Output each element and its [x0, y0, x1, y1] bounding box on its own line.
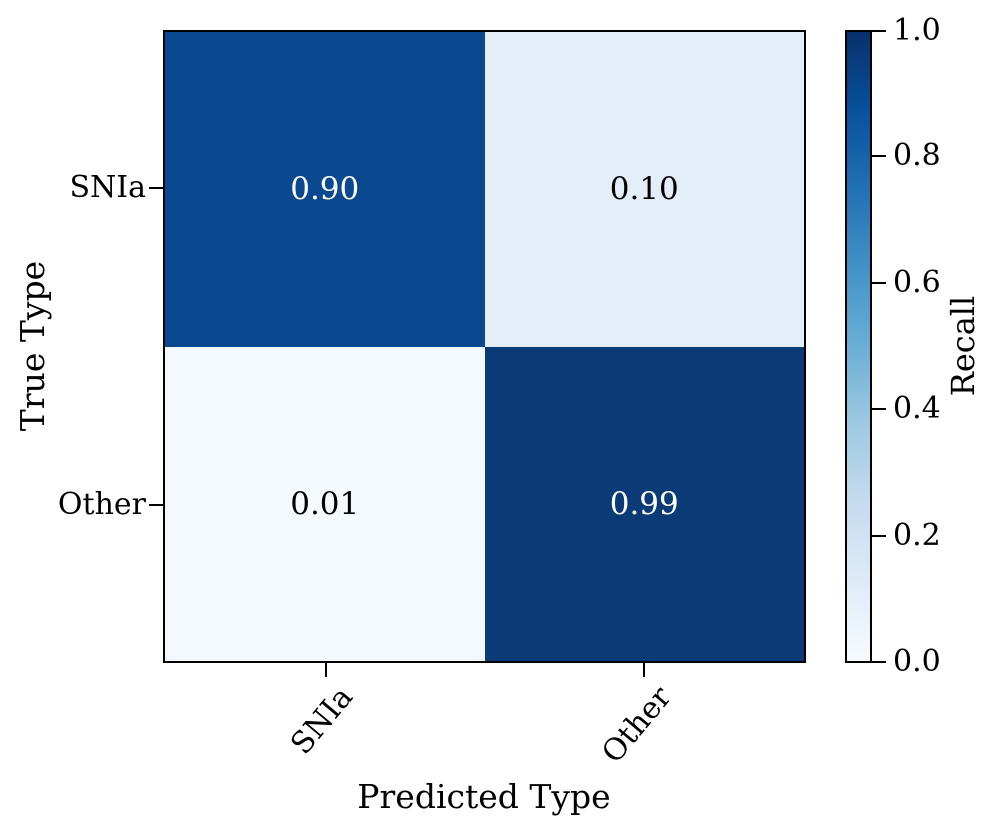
x-axis-label: Predicted Type: [357, 777, 611, 816]
xtick-mark-snia: [325, 663, 327, 677]
xtick-label-other: Other: [595, 680, 679, 771]
colorbar-tick-label-0.4: 0.4: [893, 391, 941, 426]
cell-annotation: 0.99: [609, 485, 679, 522]
xtick-mark-other: [643, 663, 645, 677]
colorbar-tick-0.4: [872, 408, 886, 410]
heatmap-plot: 0.90 0.10 0.01 0.99: [163, 30, 806, 663]
y-axis-label: True Type: [13, 260, 52, 432]
colorbar-tick-label-0.0: 0.0: [893, 644, 941, 679]
colorbar-tick-0.2: [872, 535, 886, 537]
colorbar-tick-0.8: [872, 155, 886, 157]
colorbar-tick-0.0: [872, 661, 886, 663]
ytick-mark-other: [149, 504, 163, 506]
cell-annotation: 0.01: [290, 485, 360, 522]
colorbar-tick-label-0.2: 0.2: [893, 518, 941, 553]
colorbar-gradient: [847, 32, 870, 661]
colorbar-tick-1.0: [872, 30, 886, 32]
heatmap-cell-snia-other: 0.10: [484, 32, 804, 347]
colorbar-tick-label-0.8: 0.8: [893, 138, 941, 173]
colorbar-label: Recall: [944, 295, 982, 397]
ytick-mark-snia: [149, 187, 163, 189]
colorbar-tick-label-0.6: 0.6: [893, 265, 941, 300]
ytick-label-snia: SNIa: [69, 170, 146, 205]
heatmap-cell-other-snia: 0.01: [165, 346, 485, 661]
heatmap-cell-other-other: 0.99: [484, 346, 804, 661]
heatmap-cell-snia-snia: 0.90: [165, 32, 485, 347]
ytick-label-other: Other: [57, 487, 146, 522]
colorbar-tick-label-1.0: 1.0: [893, 13, 941, 48]
colorbar-tick-0.6: [872, 282, 886, 284]
cell-annotation: 0.10: [609, 171, 679, 208]
cell-annotation: 0.90: [290, 171, 360, 208]
xtick-label-snia: SNIa: [284, 680, 361, 762]
colorbar: [845, 30, 872, 663]
